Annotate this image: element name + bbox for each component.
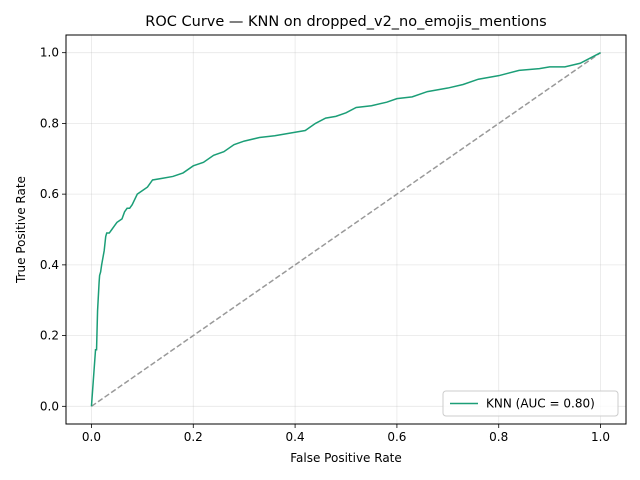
grid <box>66 35 626 424</box>
x-tick-label: 0.4 <box>286 430 305 444</box>
y-tick-label: 0.2 <box>40 329 59 343</box>
series-layer <box>90 52 601 407</box>
legend-box <box>442 390 619 417</box>
chance-diagonal-line <box>91 52 601 407</box>
y-tick-label: 0.8 <box>40 116 59 130</box>
chart-title: ROC Curve — KNN on dropped_v2_no_emojis_… <box>145 14 546 30</box>
x-tick-label: 0.2 <box>184 430 203 444</box>
knn-roc-curve <box>90 52 601 407</box>
x-tick-label: 0.8 <box>489 430 508 444</box>
y-tick-label: 1.0 <box>40 46 59 60</box>
x-axis-label: False Positive Rate <box>290 451 402 465</box>
x-tick-label: 0.0 <box>82 430 101 444</box>
y-tick-label: 0.4 <box>40 258 59 272</box>
y-tick-label: 0.0 <box>40 399 59 413</box>
legend: KNN (AUC = 0.80) <box>442 390 619 417</box>
x-axis: 0.0 0.2 0.4 0.6 0.8 1.0 <box>82 424 610 444</box>
x-tick-label: 1.0 <box>591 430 610 444</box>
y-axis-label: True Positive Rate <box>14 176 28 284</box>
plot-frame <box>65 34 627 425</box>
y-tick-label: 0.6 <box>40 187 59 201</box>
legend-label: KNN (AUC = 0.80) <box>486 397 595 411</box>
x-tick-label: 0.6 <box>387 430 406 444</box>
y-axis: 0.0 0.2 0.4 0.6 0.8 1.0 <box>40 46 66 413</box>
